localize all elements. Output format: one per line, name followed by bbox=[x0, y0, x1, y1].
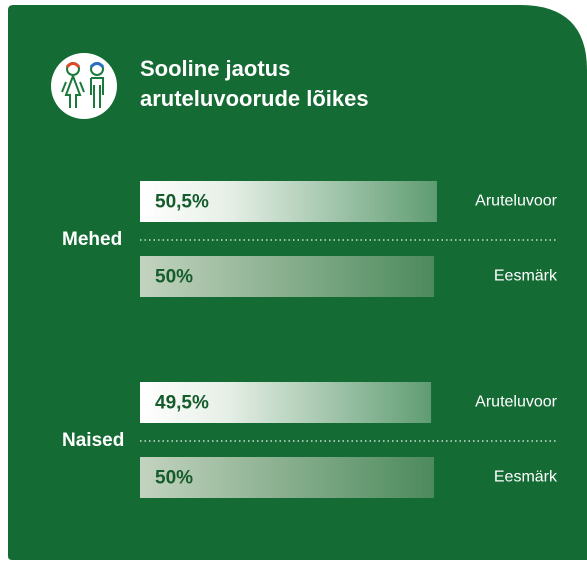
value-label: 50,5% bbox=[155, 192, 209, 213]
title-line: aruteluvoorude lõikes bbox=[140, 86, 369, 111]
icon bbox=[51, 53, 117, 119]
bar bbox=[140, 382, 432, 423]
series-label: Eesmärk bbox=[494, 268, 558, 285]
category-label: Naised bbox=[62, 430, 124, 451]
title-line: Sooline jaotus bbox=[140, 56, 290, 81]
series-label: Aruteluvoor bbox=[475, 193, 557, 210]
value-label: 50% bbox=[155, 468, 193, 489]
bar bbox=[140, 457, 434, 498]
series-label: Aruteluvoor bbox=[475, 394, 557, 411]
series-label: Eesmärk bbox=[494, 469, 558, 486]
category-label: Mehed bbox=[62, 229, 122, 250]
value-label: 49,5% bbox=[155, 393, 209, 414]
bar bbox=[140, 181, 437, 222]
value-label: 50% bbox=[155, 267, 193, 288]
bar bbox=[140, 256, 434, 297]
